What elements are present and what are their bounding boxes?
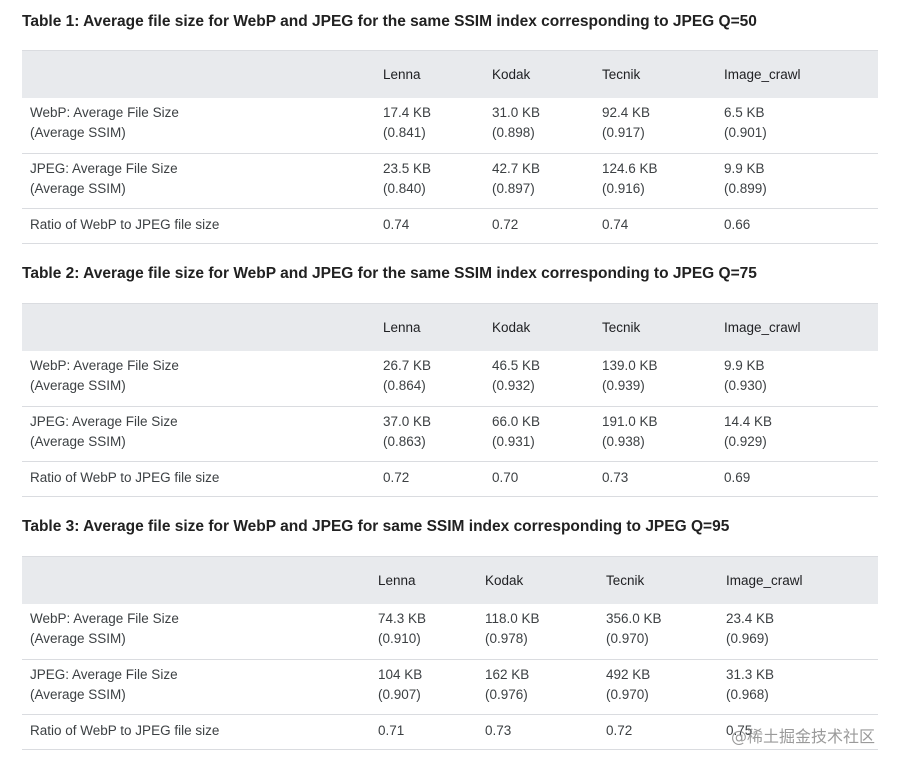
table-row: WebP: Average File Size (Average SSIM) 74… [22,604,878,660]
row-label: WebP: Average File Size (Average SSIM) [22,604,370,660]
table-cell: 0.69 [716,461,878,497]
header-empty [22,303,375,351]
table-cell: 0.66 [716,208,878,244]
table-cell: 37.0 KB (0.863) [375,406,484,462]
table-2: Lenna Kodak Tecnik Image_crawl WebP: Ave… [22,303,878,497]
table-row: WebP: Average File Size (Average SSIM) 17… [22,98,878,154]
table-cell: 0.74 [375,208,484,244]
table-cell: 74.3 KB (0.910) [370,604,477,660]
header-image-crawl: Image_crawl [716,50,878,98]
table-row: WebP: Average File Size (Average SSIM) 26… [22,351,878,407]
table-cell: 14.4 KB (0.929) [716,406,878,462]
header-tecnik: Tecnik [594,50,716,98]
table-cell: 46.5 KB (0.932) [484,351,594,407]
table-cell: 66.0 KB (0.931) [484,406,594,462]
table-header-row: Lenna Kodak Tecnik Image_crawl [22,303,878,351]
table-row: JPEG: Average File Size (Average SSIM) 23… [22,153,878,209]
header-tecnik: Tecnik [598,556,718,604]
header-kodak: Kodak [477,556,598,604]
table-cell: 26.7 KB (0.864) [375,351,484,407]
header-image-crawl: Image_crawl [718,556,878,604]
table-cell: 492 KB (0.970) [598,659,718,715]
row-label: Ratio of WebP to JPEG file size [22,208,375,244]
table-cell: 17.4 KB (0.841) [375,98,484,154]
table-cell: 0.72 [484,208,594,244]
table-cell: 31.0 KB (0.898) [484,98,594,154]
row-label: JPEG: Average File Size (Average SSIM) [22,406,375,462]
table-cell: 9.9 KB (0.930) [716,351,878,407]
row-label: WebP: Average File Size (Average SSIM) [22,98,375,154]
header-empty [22,50,375,98]
header-tecnik: Tecnik [594,303,716,351]
table-cell: 191.0 KB (0.938) [594,406,716,462]
table-cell: 0.74 [594,208,716,244]
table-3: Lenna Kodak Tecnik Image_crawl WebP: Ave… [22,556,878,750]
table-cell: 6.5 KB (0.901) [716,98,878,154]
table-row: Ratio of WebP to JPEG file size 0.74 0.7… [22,208,878,244]
header-lenna: Lenna [375,303,484,351]
table-cell: 162 KB (0.976) [477,659,598,715]
table-cell: 0.73 [477,714,598,750]
header-lenna: Lenna [370,556,477,604]
table-row: JPEG: Average File Size (Average SSIM) 10… [22,659,878,715]
row-label: Ratio of WebP to JPEG file size [22,461,375,497]
table-cell: 9.9 KB (0.899) [716,153,878,209]
header-kodak: Kodak [484,50,594,98]
header-image-crawl: Image_crawl [716,303,878,351]
row-label: Ratio of WebP to JPEG file size [22,714,370,750]
table-cell: 23.4 KB (0.969) [718,604,878,660]
table-cell: 0.75 [718,714,878,750]
table-row: JPEG: Average File Size (Average SSIM) 37… [22,406,878,462]
table-row: Ratio of WebP to JPEG file size 0.72 0.7… [22,461,878,497]
table-cell: 31.3 KB (0.968) [718,659,878,715]
header-empty [22,556,370,604]
table-3-title: Table 3: Average file size for WebP and … [22,518,730,535]
row-label: WebP: Average File Size (Average SSIM) [22,351,375,407]
table-header-row: Lenna Kodak Tecnik Image_crawl [22,556,878,604]
row-label: JPEG: Average File Size (Average SSIM) [22,659,370,715]
table-cell: 104 KB (0.907) [370,659,477,715]
table-cell: 0.73 [594,461,716,497]
table-cell: 139.0 KB (0.939) [594,351,716,407]
table-header-row: Lenna Kodak Tecnik Image_crawl [22,50,878,98]
watermark: @稀土掘金技术社区 [730,727,875,746]
table-cell: 356.0 KB (0.970) [598,604,718,660]
table-cell: 118.0 KB (0.978) [477,604,598,660]
table-1-title: Table 1: Average file size for WebP and … [22,13,757,30]
table-2-title: Table 2: Average file size for WebP and … [22,265,757,282]
table-cell: 23.5 KB (0.840) [375,153,484,209]
table-cell: 0.70 [484,461,594,497]
table-cell: 0.72 [598,714,718,750]
table-cell: 0.72 [375,461,484,497]
table-1: Lenna Kodak Tecnik Image_crawl WebP: Ave… [22,50,878,244]
table-row: Ratio of WebP to JPEG file size 0.71 0.7… [22,714,878,750]
table-cell: 92.4 KB (0.917) [594,98,716,154]
header-lenna: Lenna [375,50,484,98]
table-cell: 42.7 KB (0.897) [484,153,594,209]
header-kodak: Kodak [484,303,594,351]
table-cell: 0.71 [370,714,477,750]
row-label: JPEG: Average File Size (Average SSIM) [22,153,375,209]
table-cell: 124.6 KB (0.916) [594,153,716,209]
